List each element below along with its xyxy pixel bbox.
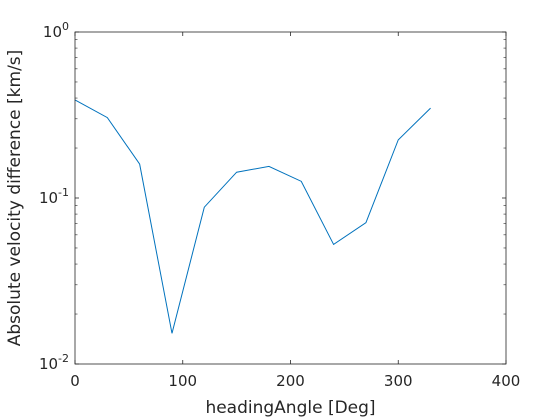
y-axis-label: Absolute velocity difference [km/s] bbox=[5, 50, 25, 347]
axes-box bbox=[74, 31, 507, 365]
series-layer bbox=[74, 99, 431, 334]
y-tick-label: 10-2 bbox=[39, 352, 69, 373]
y-tick-label: 10-1 bbox=[39, 186, 69, 207]
plot-area bbox=[75, 32, 506, 364]
x-axis-label: headingAngle [Deg] bbox=[205, 398, 375, 418]
x-tick-label: 200 bbox=[276, 372, 305, 390]
labels-layer: 0 100 200 300 400 10-2 10-1 100 bbox=[39, 20, 520, 390]
y-tick-label: 100 bbox=[43, 20, 69, 41]
x-tick-label: 0 bbox=[70, 372, 80, 390]
x-tick-label: 100 bbox=[168, 372, 197, 390]
x-tick-label: 400 bbox=[492, 372, 521, 390]
x-tick-label: 300 bbox=[384, 372, 413, 390]
series-line bbox=[74, 99, 431, 334]
